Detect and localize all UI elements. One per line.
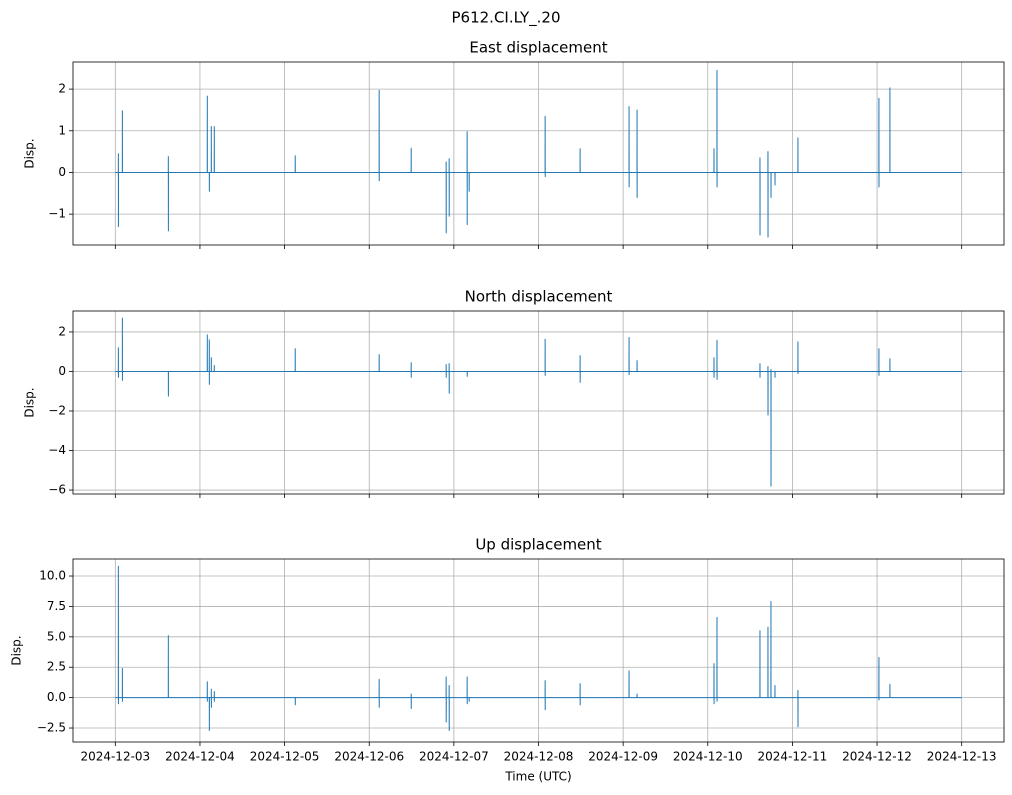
subplot-title: Up displacement [475,536,601,554]
x-tick-label: 2024-12-06 [334,750,404,764]
y-tick-label: 1 [58,123,66,137]
figure-title: P612.CI.LY_.20 [452,9,561,28]
y-tick-label: −1 [48,207,66,221]
subplot-title: North displacement [465,288,613,306]
y-tick-label: 2 [58,324,66,338]
y-tick-label: 2 [58,82,66,96]
plot-frame [72,558,1005,743]
x-tick-label: 2024-12-10 [673,750,743,764]
y-tick-label: 10.0 [39,569,66,583]
x-tick-label: 2024-12-08 [504,750,574,764]
y-tick-label: 2.5 [47,660,66,674]
plot-frame [72,61,1005,246]
data-line [115,69,962,238]
y-tick-label: −2 [48,403,66,417]
x-tick-label: 2024-12-13 [927,750,997,764]
y-tick-label: 0.0 [47,690,66,704]
y-axis-label: Disp. [23,387,37,417]
x-tick-label: 2024-12-07 [419,750,489,764]
x-tick-label: 2024-12-04 [165,750,235,764]
x-tick-label: 2024-12-09 [588,750,658,764]
y-tick-label: 0 [58,364,66,378]
subplot-title: East displacement [469,39,607,57]
x-tick-label: 2024-12-03 [80,750,150,764]
y-axis-label: Disp. [23,138,37,168]
y-axis-label: Disp. [10,635,24,665]
data-line [115,565,962,731]
y-tick-label: 7.5 [47,599,66,613]
y-tick-label: −6 [48,483,66,497]
x-tick-label: 2024-12-11 [758,750,828,764]
y-tick-label: −4 [48,443,66,457]
y-tick-label: 0 [58,165,66,179]
x-axis-label: Time (UTC) [504,770,571,784]
y-tick-label: 5.0 [47,629,66,643]
x-tick-label: 2024-12-05 [250,750,320,764]
data-line [115,317,962,487]
y-tick-label: −2.5 [37,721,66,735]
x-tick-label: 2024-12-12 [842,750,912,764]
plot-frame [72,310,1005,495]
